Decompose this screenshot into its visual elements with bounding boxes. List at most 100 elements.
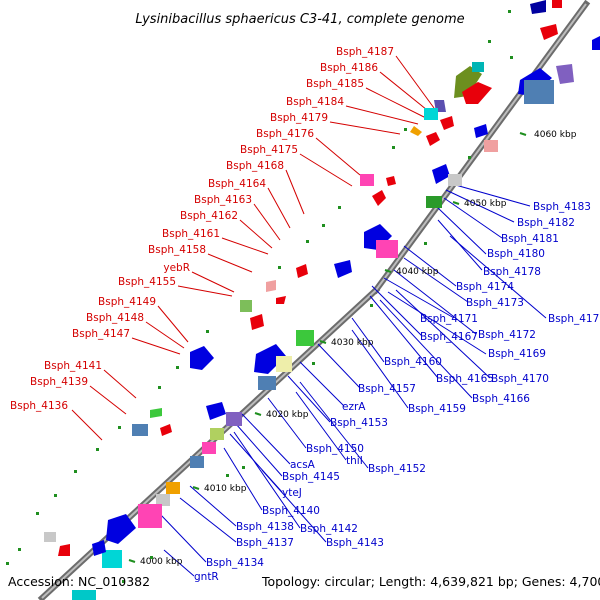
gene-feature[interactable]: [206, 402, 226, 420]
gene-label[interactable]: Bsph_4161: [162, 228, 220, 240]
gene-label[interactable]: Bsph_4149: [98, 296, 156, 308]
gene-feature[interactable]: [44, 532, 56, 542]
gene-feature[interactable]: [160, 424, 172, 436]
gene-feature[interactable]: [592, 36, 600, 50]
gene-feature[interactable]: [190, 346, 214, 370]
gene-label[interactable]: Bsph_4164: [208, 178, 266, 190]
gene-label[interactable]: Bsph_4148: [86, 312, 144, 324]
gene-feature[interactable]: [266, 280, 276, 292]
gene-feature[interactable]: [92, 540, 106, 556]
gene-feature[interactable]: [226, 412, 242, 426]
gene-label[interactable]: Bsph_4163: [194, 194, 252, 206]
gene-feature[interactable]: [364, 224, 392, 250]
gene-label[interactable]: Bsph_4142: [300, 523, 358, 535]
gene-feature[interactable]: [376, 240, 398, 258]
gene-feature[interactable]: [474, 124, 488, 138]
gene-label[interactable]: Bsph_4174: [456, 281, 514, 293]
gene-label[interactable]: thiI: [346, 455, 363, 467]
gene-label[interactable]: Bsph_4178: [483, 266, 541, 278]
gene-feature[interactable]: [386, 176, 396, 186]
gene-feature[interactable]: [276, 356, 292, 372]
gene-label[interactable]: Bsph_4175: [240, 144, 298, 156]
gene-feature[interactable]: [426, 196, 442, 208]
gene-feature[interactable]: [424, 108, 438, 120]
gene-label[interactable]: Bsph_4140: [262, 505, 320, 517]
gene-label[interactable]: yebR: [163, 262, 190, 274]
gene-label[interactable]: Bsph_4139: [30, 376, 88, 388]
gene-feature[interactable]: [296, 264, 308, 278]
gene-label[interactable]: Bsph_4160: [384, 356, 442, 368]
gene-feature[interactable]: [240, 300, 252, 312]
gene-feature[interactable]: [72, 590, 96, 600]
gene-label[interactable]: Bsph_4185: [306, 78, 364, 90]
gene-feature[interactable]: [454, 66, 482, 98]
gene-label[interactable]: Bsph_4184: [286, 96, 344, 108]
gene-feature[interactable]: [258, 376, 276, 390]
gene-label[interactable]: Bsph_4167: [420, 331, 478, 343]
gene-feature[interactable]: [372, 190, 386, 206]
gene-feature[interactable]: [210, 428, 224, 440]
gene-feature[interactable]: [472, 62, 484, 72]
gene-feature[interactable]: [440, 116, 454, 130]
gene-label[interactable]: Bsph_4157: [358, 383, 416, 395]
gene-label[interactable]: Bsph_4137: [236, 537, 294, 549]
gene-label[interactable]: Bsph_4168: [226, 160, 284, 172]
gene-label[interactable]: Bsph_4170: [491, 373, 549, 385]
gene-feature[interactable]: [202, 442, 216, 454]
gene-feature[interactable]: [448, 174, 462, 186]
gene-feature[interactable]: [552, 0, 562, 8]
gene-label[interactable]: Bsph_4181: [501, 233, 559, 245]
gene-feature[interactable]: [530, 0, 546, 14]
gene-label[interactable]: Bsph_4169: [488, 348, 546, 360]
gene-label[interactable]: Bsph_4152: [368, 463, 426, 475]
gene-feature[interactable]: [58, 544, 70, 556]
gene-label[interactable]: Bsph_4165: [436, 373, 494, 385]
gene-feature[interactable]: [156, 494, 170, 506]
gene-label[interactable]: Bsph_4172: [478, 329, 536, 341]
gene-feature[interactable]: [410, 126, 422, 136]
gene-label[interactable]: Bsph_4183: [533, 201, 591, 213]
gene-label[interactable]: acsA: [290, 459, 316, 471]
gene-label[interactable]: Bsph_4177: [548, 313, 600, 325]
gene-label[interactable]: Bsph_4134: [206, 557, 264, 569]
gene-feature[interactable]: [190, 456, 204, 468]
gene-label[interactable]: Bsph_4159: [408, 403, 466, 415]
gene-label[interactable]: Bsph_4150: [306, 443, 364, 455]
gene-feature[interactable]: [106, 514, 136, 544]
gene-feature[interactable]: [138, 504, 162, 528]
gene-label[interactable]: ezrA: [342, 401, 366, 413]
gene-label[interactable]: Bsph_4171: [420, 313, 478, 325]
gene-label[interactable]: Bsph_4182: [517, 217, 575, 229]
gene-label[interactable]: Bsph_4187: [336, 46, 394, 58]
gene-feature[interactable]: [132, 424, 148, 436]
gene-label[interactable]: Bsph_4143: [326, 537, 384, 549]
gene-label[interactable]: Bsph_4141: [44, 360, 102, 372]
gene-label[interactable]: Bsph_4155: [118, 276, 176, 288]
gene-feature[interactable]: [296, 330, 314, 346]
gene-feature[interactable]: [524, 80, 554, 104]
gene-label[interactable]: Bsph_4166: [472, 393, 530, 405]
gene-feature[interactable]: [102, 550, 122, 568]
gene-label[interactable]: Bsph_4145: [282, 471, 340, 483]
gene-label[interactable]: yteJ: [282, 487, 302, 499]
gene-label[interactable]: Bsph_4180: [487, 248, 545, 260]
gene-label[interactable]: Bsph_4147: [72, 328, 130, 340]
gene-label[interactable]: Bsph_4136: [10, 400, 68, 412]
gene-label[interactable]: gntR: [194, 571, 219, 583]
gene-feature[interactable]: [250, 314, 264, 330]
gene-label[interactable]: Bsph_4138: [236, 521, 294, 533]
gene-feature[interactable]: [426, 132, 440, 146]
gene-label[interactable]: Bsph_4162: [180, 210, 238, 222]
gene-feature[interactable]: [540, 24, 558, 40]
gene-feature[interactable]: [360, 174, 374, 186]
gene-feature[interactable]: [432, 164, 450, 184]
gene-feature[interactable]: [254, 344, 286, 374]
gene-feature[interactable]: [334, 260, 352, 278]
gene-label[interactable]: Bsph_4179: [270, 112, 328, 124]
gene-feature[interactable]: [166, 482, 180, 494]
gene-label[interactable]: Bsph_4153: [330, 417, 388, 429]
gene-label[interactable]: Bsph_4186: [320, 62, 378, 74]
gene-feature[interactable]: [276, 296, 286, 304]
gene-label[interactable]: Bsph_4173: [466, 297, 524, 309]
gene-feature[interactable]: [150, 408, 162, 418]
